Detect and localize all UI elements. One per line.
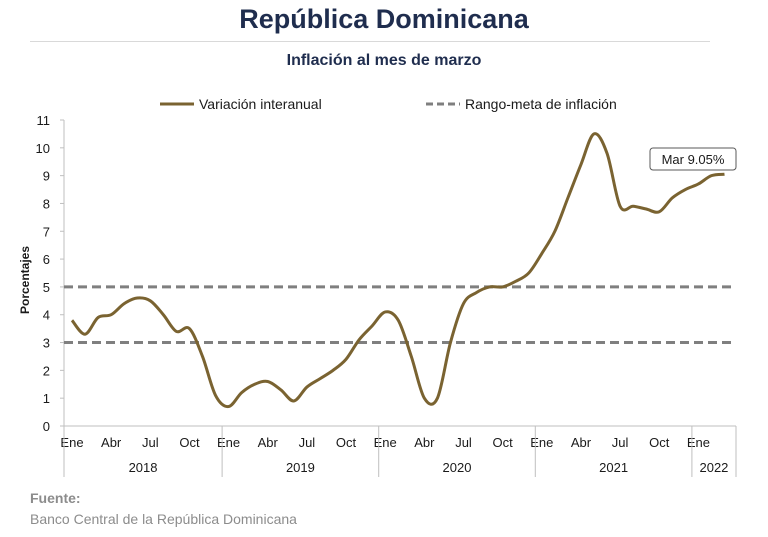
target-range-lines	[64, 285, 736, 345]
x-tick-label: Ene	[687, 435, 710, 450]
chart-axes: 0 1 2 3 4 5 6 7 8 9 10 11 Ene Abr Jul Oct Ene Abr Jul Oct En…	[36, 113, 737, 477]
y-tick-label: 6	[43, 252, 50, 267]
legend-label-variacion: Variación interanual	[199, 96, 322, 112]
x-tick-label: Jul	[299, 435, 316, 450]
x-tick-label: Oct	[493, 435, 514, 450]
x-year-label: 2018	[129, 460, 158, 475]
y-tick-label: 8	[43, 196, 50, 211]
latest-value-annotation: Mar 9.05%	[649, 147, 737, 171]
x-tick-label: Oct	[179, 435, 200, 450]
x-tick-label: Abr	[258, 435, 279, 450]
x-tick-label: Ene	[60, 435, 83, 450]
x-tick-label: Ene	[217, 435, 240, 450]
y-tick-label: 3	[43, 336, 50, 351]
y-tick-label: 9	[43, 169, 50, 184]
page-title: República Dominicana	[239, 4, 529, 34]
annotation-label: Mar 9.05%	[662, 152, 725, 167]
x-tick-label: Oct	[649, 435, 670, 450]
x-tick-label: Abr	[414, 435, 435, 450]
x-year-label: 2022	[699, 460, 728, 475]
y-tick-label: 10	[36, 141, 50, 156]
y-axis-label: Porcentajes	[18, 246, 32, 314]
chart-legend: Variación interanual Rango-meta de infla…	[160, 96, 617, 112]
y-tick-label: 1	[43, 391, 50, 406]
y-tick-label: 11	[37, 113, 51, 128]
legend-label-rango: Rango-meta de inflación	[465, 96, 617, 112]
source-label: Fuente:	[30, 490, 81, 506]
x-tick-label: Jul	[142, 435, 159, 450]
chart-subtitle: Inflación al mes de marzo	[286, 52, 482, 69]
x-tick-label: Jul	[455, 435, 472, 450]
x-tick-label: Oct	[336, 435, 357, 450]
y-tick-label: 5	[43, 280, 50, 295]
x-year-label: 2020	[443, 460, 472, 475]
x-tick-label: Abr	[571, 435, 592, 450]
x-tick-label: Abr	[101, 435, 122, 450]
x-tick-label: Jul	[612, 435, 629, 450]
inflation-series	[70, 132, 725, 409]
source-text: Banco Central de la República Dominicana	[30, 511, 297, 527]
x-tick-label: Ene	[530, 435, 553, 450]
x-tick-label: Ene	[374, 435, 397, 450]
y-tick-label: 7	[43, 224, 50, 239]
y-tick-label: 0	[43, 419, 50, 434]
annotation-box	[649, 147, 737, 171]
x-year-label: 2021	[599, 460, 628, 475]
y-tick-label: 4	[43, 308, 50, 323]
y-tick-label: 2	[43, 363, 50, 378]
inflation-line	[70, 132, 725, 409]
x-year-label: 2019	[286, 460, 315, 475]
title-divider	[30, 41, 710, 42]
